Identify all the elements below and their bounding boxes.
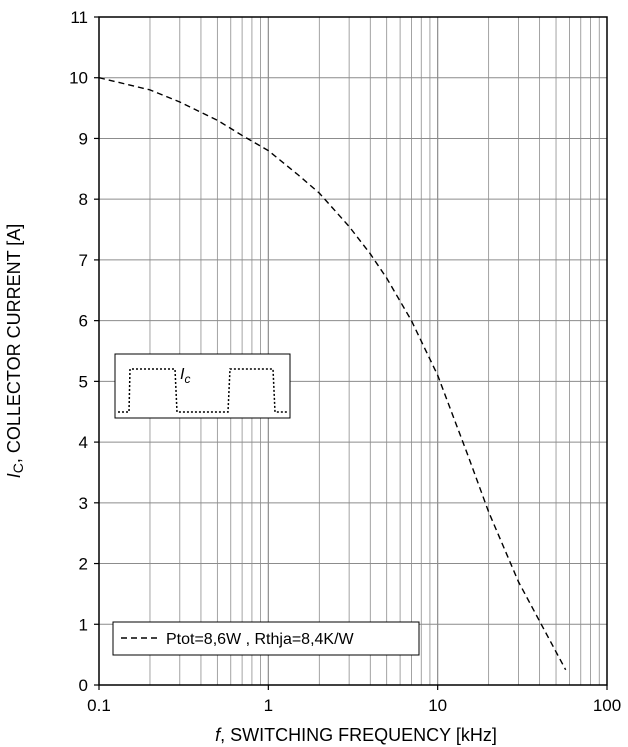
x-tick-label: 0.1	[87, 696, 111, 715]
x-tick-labels: 0.1 1 10 100	[87, 685, 621, 715]
y-tick-label: 5	[79, 372, 88, 391]
y-tick-label: 2	[79, 555, 88, 574]
inset-waveform	[118, 368, 287, 413]
y-tick-label: 4	[79, 433, 88, 452]
y-tick-label: 10	[69, 69, 88, 88]
y-axis-label: IC, COLLECTOR CURRENT [A]	[4, 224, 26, 479]
y-tick-label: 8	[79, 190, 88, 209]
x-axis-label: f, SWITCHING FREQUENCY [kHz]	[215, 725, 497, 745]
y-tick-label: 3	[79, 494, 88, 513]
y-tick-label: 0	[79, 676, 88, 695]
legend-frame	[112, 621, 420, 656]
y-tick-labels: 0 1 2 3 4 5 6 7 8 9 10 11	[69, 8, 99, 695]
legend: Ptot=8,6W , Rthja=8,4K/W	[112, 621, 420, 656]
inset-frame	[114, 353, 291, 419]
y-tick-label: 6	[79, 312, 88, 331]
series-group	[98, 77, 567, 671]
y-tick-label: 1	[79, 615, 88, 634]
inset-label: Ic	[180, 366, 190, 386]
series-line	[98, 77, 567, 671]
legend-entry: Ptot=8,6W , Rthja=8,4K/W	[166, 631, 355, 648]
x-tick-label: 10	[428, 696, 447, 715]
y-tick-label: 9	[79, 129, 88, 148]
y-tick-label: 7	[79, 251, 88, 270]
x-tick-label: 100	[593, 696, 621, 715]
plot-area	[98, 16, 608, 686]
inset-label-subscript: c	[184, 372, 190, 386]
y-tick-label: 11	[70, 8, 88, 27]
x-tick-label: 1	[264, 696, 273, 715]
waveform-inset: Ic	[114, 353, 291, 419]
grid	[99, 17, 607, 685]
